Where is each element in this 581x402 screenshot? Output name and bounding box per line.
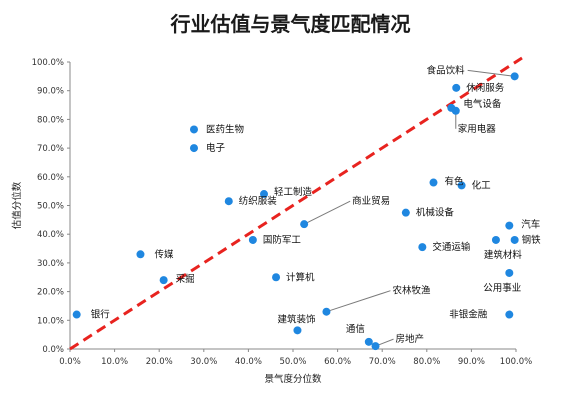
chart-title: 行业估值与景气度匹配情况 (170, 12, 411, 36)
x-tick-label: 10.0% (101, 357, 128, 367)
y-tick-label: 10.0% (37, 316, 64, 326)
x-tick-label: 30.0% (190, 357, 217, 367)
x-tick-label: 80.0% (413, 357, 440, 367)
data-point (224, 197, 233, 206)
point-label: 建筑材料 (484, 249, 523, 261)
data-points (72, 72, 519, 351)
data-point (371, 342, 380, 351)
data-point (260, 190, 269, 199)
data-point (136, 250, 145, 259)
y-tick-label: 0.0% (42, 345, 64, 355)
point-label: 机械设备 (416, 207, 455, 219)
point-label: 公用事业 (483, 282, 521, 294)
point-label: 采掘 (176, 273, 195, 285)
point-label: 电气设备 (463, 98, 502, 110)
point-label: 休闲服务 (466, 82, 505, 94)
point-label: 化工 (472, 179, 492, 191)
y-tick-label: 40.0% (37, 230, 64, 240)
y-tick-label: 100.0% (32, 58, 64, 68)
point-label: 轻工制造 (274, 186, 313, 198)
point-label: 电子 (206, 142, 226, 154)
reference-line (69, 56, 523, 351)
data-point (401, 208, 410, 217)
point-label: 食品饮料 (427, 64, 466, 76)
point-label: 钢铁 (522, 234, 542, 246)
data-point (429, 178, 438, 187)
data-point (505, 221, 514, 230)
data-point (189, 125, 198, 134)
data-point (491, 235, 500, 244)
y-tick-label: 70.0% (37, 144, 64, 154)
x-tick-label: 0.0% (59, 357, 81, 367)
leader-lines (303, 69, 515, 347)
point-label: 传媒 (154, 248, 174, 260)
data-point (189, 144, 198, 153)
data-point (72, 310, 81, 319)
point-label: 家用电器 (458, 123, 497, 135)
y-tick-label: 60.0% (37, 173, 64, 183)
x-tick-label: 40.0% (235, 357, 262, 367)
y-tick-label: 50.0% (37, 202, 64, 212)
x-tick-label: 70.0% (369, 357, 396, 367)
data-point (364, 337, 373, 346)
data-point (322, 307, 331, 316)
data-point (457, 181, 466, 190)
x-tick-label: 60.0% (324, 357, 351, 367)
data-point (505, 310, 514, 319)
point-label: 纺织服装 (239, 195, 278, 207)
data-point (451, 106, 460, 115)
point-label: 国防军工 (263, 234, 302, 246)
x-axis-title: 景气度分位数 (264, 373, 322, 385)
point-label: 通信 (346, 323, 365, 335)
y-tick-label: 80.0% (37, 115, 64, 125)
point-label: 房地产 (396, 333, 425, 345)
point-label: 计算机 (286, 271, 315, 283)
data-point (248, 235, 257, 244)
point-label: 交通运输 (432, 241, 471, 253)
x-tick-label: 20.0% (146, 357, 173, 367)
leader-line (467, 69, 515, 77)
data-point (452, 83, 461, 92)
point-label: 非银金融 (449, 309, 488, 321)
data-point (272, 273, 281, 282)
point-label: 医药生物 (206, 123, 245, 135)
x-tick-label: 100.0% (500, 357, 532, 367)
point-label: 商业贸易 (352, 195, 390, 207)
y-axis-title: 估值分位数 (11, 181, 23, 229)
y-tick-label: 20.0% (37, 288, 64, 298)
data-point (510, 72, 519, 81)
data-point (510, 235, 519, 244)
point-label: 银行 (91, 309, 111, 321)
leader-line (326, 290, 391, 313)
point-label: 农林牧渔 (392, 285, 431, 297)
leader-line (303, 200, 351, 225)
axes: 0.0% 10.0% 20.0% 30.0% 40.0% 50.0% 60.0% 70.0% 8… (32, 58, 533, 367)
data-point (159, 276, 168, 285)
y-tick-label: 90.0% (37, 87, 64, 97)
reference-line-group (69, 56, 523, 351)
y-tick-label: 30.0% (37, 259, 64, 269)
data-point (293, 326, 302, 335)
point-label: 有色 (444, 176, 464, 188)
point-label: 建筑装饰 (277, 313, 315, 325)
data-point (418, 243, 427, 252)
data-point (300, 220, 309, 229)
data-point (505, 268, 514, 277)
point-label: 汽车 (521, 219, 540, 231)
x-tick-label: 50.0% (279, 357, 306, 367)
x-tick-label: 90.0% (458, 357, 485, 367)
